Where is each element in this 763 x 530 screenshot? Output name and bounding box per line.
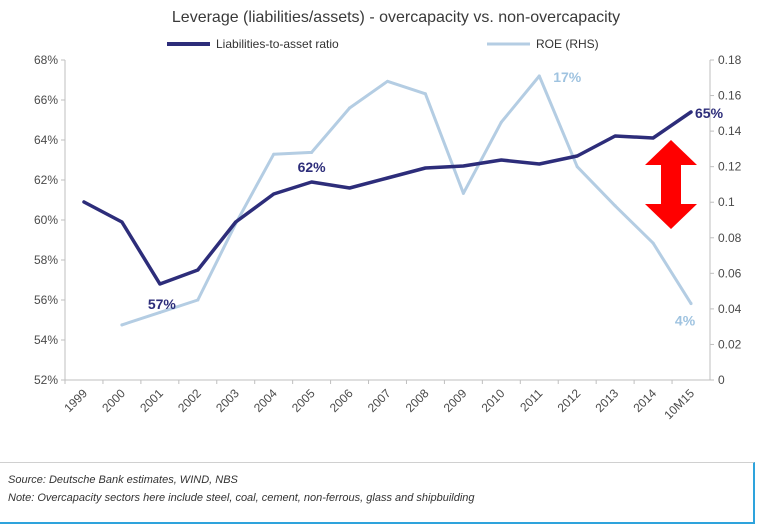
x-tick-label: 2004	[251, 386, 280, 415]
roe-point	[499, 120, 503, 124]
x-tick-label: 2009	[441, 386, 470, 415]
liabilities-point	[82, 200, 86, 204]
roe-point	[651, 241, 655, 245]
x-tick-label: 2011	[517, 386, 545, 414]
left-tick-label: 60%	[34, 213, 58, 227]
roe-point	[310, 150, 314, 154]
roe-point	[386, 79, 389, 83]
right-tick-label: 0.04	[718, 302, 742, 316]
chart-title: Leverage (liabilities/assets) - overcapa…	[172, 9, 620, 26]
left-tick-label: 52%	[34, 373, 58, 387]
double-arrow-icon	[645, 140, 697, 229]
right-tick-label: 0	[718, 373, 725, 387]
legend: Liabilities-to-asset ratio ROE (RHS)	[167, 37, 599, 51]
left-tick-label: 68%	[34, 53, 58, 67]
right-tick-label: 0.12	[718, 160, 742, 174]
liabilities-point	[461, 164, 465, 168]
right-tick-label: 0.08	[718, 231, 742, 245]
plot-area	[64, 60, 711, 381]
right-tick-label: 0.18	[718, 53, 742, 67]
chart: Leverage (liabilities/assets) - overcapa…	[34, 9, 742, 422]
roe-point	[196, 298, 200, 302]
right-tick-label: 0.14	[718, 124, 742, 138]
liabilities-point	[689, 110, 693, 114]
roe-point	[272, 152, 276, 156]
x-tick-label: 10M15	[661, 386, 697, 422]
right-tick-label: 0.16	[718, 89, 742, 103]
x-tick-label: 2013	[592, 386, 621, 415]
roe-point	[423, 92, 427, 96]
left-tick-label: 54%	[34, 333, 58, 347]
data-label: 17%	[553, 69, 582, 85]
liabilities-point	[499, 158, 503, 162]
roe-point	[613, 204, 617, 208]
series-layer	[82, 74, 693, 327]
liabilities-point	[423, 166, 427, 170]
x-tick-label: 2000	[99, 386, 128, 415]
left-tick-label: 64%	[34, 133, 58, 147]
data-label: 65%	[695, 105, 724, 121]
x-tick-label: 2002	[175, 386, 204, 415]
x-axis: 1999 2000 2001 2002 2003 2004 2005 2006 2007 2008…	[61, 380, 697, 422]
data-label: 57%	[148, 296, 177, 312]
left-tick-label: 58%	[34, 253, 58, 267]
left-axis: 52% 54% 56% 58% 60% 62% 64% 66% 68%	[34, 53, 65, 387]
liabilities-point	[234, 220, 238, 224]
liabilities-point	[310, 180, 314, 184]
x-tick-label: 2001	[137, 386, 166, 415]
legend-label-liabilities: Liabilities-to-asset ratio	[216, 37, 339, 51]
liabilities-point	[575, 154, 579, 158]
x-tick-label: 2005	[289, 386, 318, 415]
footer: Source: Deutsche Bank estimates, WIND, N…	[0, 462, 755, 524]
x-tick-label: 2014	[630, 386, 659, 415]
data-label: 62%	[298, 159, 327, 175]
roe-point	[158, 310, 162, 314]
liabilities-point	[613, 134, 617, 138]
series-line-roe	[120, 74, 693, 327]
right-axis: 0 0.02 0.04 0.06 0.08 0.1 0.12 0.14 0.16 0.18	[710, 53, 742, 387]
right-tick-label: 0.06	[718, 266, 742, 280]
right-tick-label: 0.1	[718, 195, 735, 209]
left-tick-label: 66%	[34, 93, 58, 107]
liabilities-point	[120, 220, 124, 224]
data-label: 4%	[675, 313, 696, 329]
x-tick-label: 2003	[213, 386, 242, 415]
x-tick-label: 2007	[365, 386, 394, 415]
roe-point	[575, 165, 579, 169]
liabilities-point	[158, 282, 162, 286]
roe-point	[689, 302, 693, 306]
x-tick-label: 2012	[555, 386, 584, 415]
x-tick-label: 2008	[403, 386, 432, 415]
left-tick-label: 56%	[34, 293, 58, 307]
left-tick-label: 62%	[34, 173, 58, 187]
liabilities-point	[196, 268, 200, 272]
source-note: Source: Deutsche Bank estimates, WIND, N…	[8, 474, 238, 486]
x-tick-label: 2006	[327, 386, 356, 415]
annotations: 57% 62% 65% 17% 4%	[148, 69, 724, 329]
roe-point	[348, 106, 352, 110]
right-tick-label: 0.02	[718, 337, 742, 351]
liabilities-point	[537, 162, 541, 166]
roe-point	[120, 323, 124, 327]
series-line-liabilities	[82, 110, 693, 286]
x-tick-label: 2010	[479, 386, 508, 415]
roe-point	[461, 191, 465, 195]
x-tick-label: 1999	[61, 386, 90, 415]
roe-point	[537, 74, 541, 78]
overcapacity-note: Note: Overcapacity sectors here include …	[8, 492, 475, 504]
legend-label-roe: ROE (RHS)	[536, 37, 599, 51]
liabilities-point	[348, 186, 352, 190]
liabilities-point	[272, 192, 276, 196]
liabilities-point	[651, 136, 655, 140]
liabilities-point	[386, 176, 389, 180]
